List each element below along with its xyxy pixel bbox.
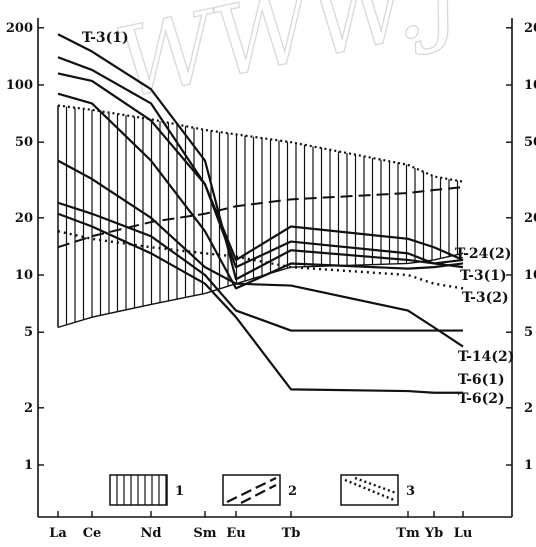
legend-label-1: 1 [175,484,184,499]
series-line [57,212,463,394]
y-tick-label-left: 100 [6,78,33,93]
axes-layer: 200 20 100 10 50 50 20 20 10 10 5 5 2 2 1 1 La Ce Nd Sm Eu Tb… [6,18,536,541]
y-tick-label-right: 20 [524,211,536,226]
labels-layer: T-3(1) T-24(2) T-3(2) T-14(2) T-6(1) T-6(2) T-… [82,30,514,407]
y-tick-label-left: 50 [15,135,33,150]
y-tick-label-left: 1 [24,458,33,473]
series-label: T-6(2) [458,391,505,407]
x-tick-label: La [49,526,67,541]
x-tick-label: Tm [396,526,420,541]
field-layer [57,104,464,329]
y-tick-label-right: 20 [524,21,536,36]
series-line [57,72,464,269]
x-tick-label: Lu [454,526,473,541]
legend-dot-line [354,476,397,495]
field-upper-boundary [57,104,464,183]
legend-label-3: 3 [406,484,415,499]
series-label: T-3(2) [462,290,509,306]
y-tick-label-left: 2 [24,401,33,416]
series-layer [57,33,464,394]
y-tick-label-left: 5 [24,325,33,340]
y-tick-label-left: 20 [15,211,33,226]
series-label: T-14(2) [458,349,514,365]
series-label: T-3(1) [82,30,129,46]
y-tick-label-left: 200 [6,21,33,36]
x-tick-label: Nd [141,526,162,541]
y-tick-label-right: 10 [524,78,536,93]
series-line [57,230,464,290]
series-label: T-6(1) [458,372,505,388]
y-tick-label-right: 1 [524,458,533,473]
series-line [57,186,464,249]
y-tick-label-right: 10 [524,268,536,283]
field-lower-boundary [57,252,464,329]
x-tick-label: Eu [226,526,245,541]
series-line [57,33,464,281]
x-tick-label: Yb [424,526,443,541]
y-tick-label-left: 10 [15,268,33,283]
legend-dash-line [226,477,277,503]
legend-dash-line [240,484,277,504]
y-tick-label-right: 2 [524,401,533,416]
series-line [57,159,464,348]
x-tick-label: Ce [83,526,102,541]
y-tick-label-right: 5 [524,325,533,340]
y-tick-label-right: 50 [524,135,536,150]
series-line [57,92,464,290]
legend-label-2: 2 [288,484,297,499]
series-line [57,56,464,262]
x-tick-label: Tb [282,526,301,541]
series-line [57,201,463,332]
series-label: T-24(2) [455,246,511,262]
x-tick-label: Sm [193,526,216,541]
series-label: T-3(1) [460,268,507,284]
legend-layer: 1 2 3 [109,474,415,506]
legend-dot-line [344,478,395,502]
